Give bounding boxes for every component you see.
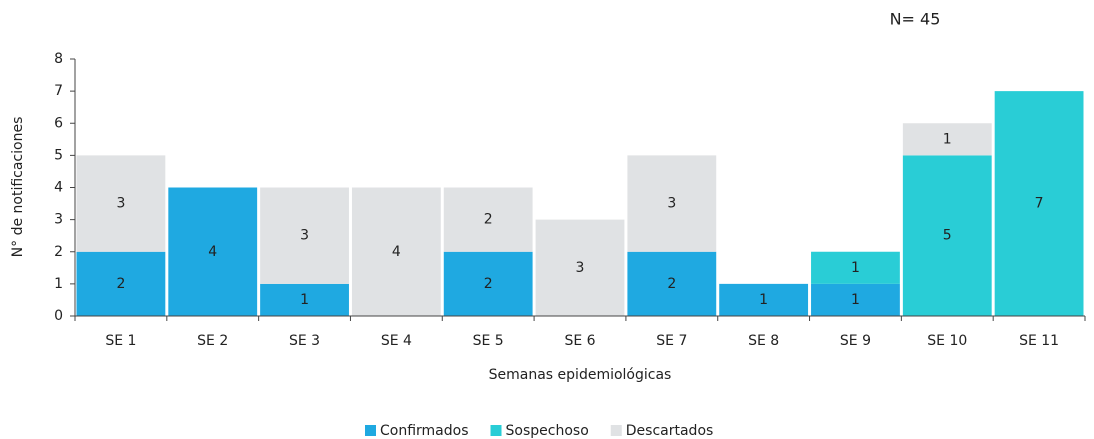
data-label: 3	[116, 196, 125, 212]
x-tick-label: SE 1	[105, 333, 136, 349]
bar-segment	[260, 187, 349, 284]
bar-segment	[76, 155, 166, 252]
x-tick-label: SE 6	[564, 333, 595, 349]
y-tick-label: 5	[54, 147, 63, 163]
data-label: 2	[116, 276, 125, 292]
data-label: 1	[943, 131, 952, 147]
data-label: 1	[300, 292, 309, 308]
bar-segment	[811, 251, 900, 284]
x-tick-label: SE 8	[748, 333, 779, 349]
data-label: 5	[943, 228, 952, 244]
bar-segment	[902, 155, 992, 316]
bar-segment	[260, 283, 349, 316]
y-tick-label: 7	[54, 83, 63, 99]
bar-segment	[76, 251, 166, 316]
y-tick-label: 1	[54, 276, 63, 292]
bar-segment	[443, 187, 533, 252]
data-label: 2	[667, 276, 676, 292]
bar-segment	[627, 251, 717, 316]
bar-segment	[902, 123, 992, 156]
annotation: N= 45	[890, 10, 941, 29]
bar-segment	[719, 283, 809, 316]
bar-segment	[168, 187, 258, 316]
data-label: 1	[759, 292, 768, 308]
y-tick-label: 4	[54, 180, 63, 196]
x-tick-label: SE 9	[840, 333, 871, 349]
y-tick-label: 3	[54, 212, 63, 228]
data-label: 1	[851, 292, 860, 308]
data-label: 3	[576, 260, 585, 276]
bar-segment	[351, 187, 441, 316]
bar-segment	[627, 155, 717, 252]
legend-label: Descartados	[626, 423, 714, 439]
y-tick-label: 8	[54, 51, 63, 67]
data-label: 1	[851, 260, 860, 276]
data-label: 4	[208, 244, 217, 260]
data-label: 2	[484, 276, 493, 292]
legend-swatch	[365, 425, 376, 436]
bar-segment	[994, 91, 1084, 316]
x-tick-label: SE 5	[473, 333, 504, 349]
data-label: 3	[300, 228, 309, 244]
bar-segment	[811, 283, 900, 316]
x-tick-label: SE 4	[381, 333, 412, 349]
data-label: 4	[392, 244, 401, 260]
y-tick-label: 2	[54, 244, 63, 260]
y-tick-label: 6	[54, 115, 63, 131]
y-axis-label: N° de notificaciones	[10, 117, 26, 258]
x-tick-label: SE 2	[197, 333, 228, 349]
x-tick-label: SE 7	[656, 333, 687, 349]
legend-swatch	[610, 425, 622, 436]
legend-label: Sospechoso	[506, 423, 589, 439]
data-label: 2	[484, 212, 493, 228]
data-label: 7	[1035, 196, 1044, 212]
y-tick-label: 0	[54, 308, 63, 324]
x-tick-label: SE 3	[289, 333, 320, 349]
legend-swatch	[490, 425, 502, 436]
bar-segment	[535, 219, 625, 316]
legend-label: Confirmados	[380, 423, 469, 439]
x-tick-label: SE 10	[927, 333, 967, 349]
x-axis-label: Semanas epidemiológicas	[489, 367, 672, 383]
x-tick-label: SE 11	[1019, 333, 1059, 349]
data-label: 3	[667, 196, 676, 212]
bar-segment	[443, 251, 533, 316]
